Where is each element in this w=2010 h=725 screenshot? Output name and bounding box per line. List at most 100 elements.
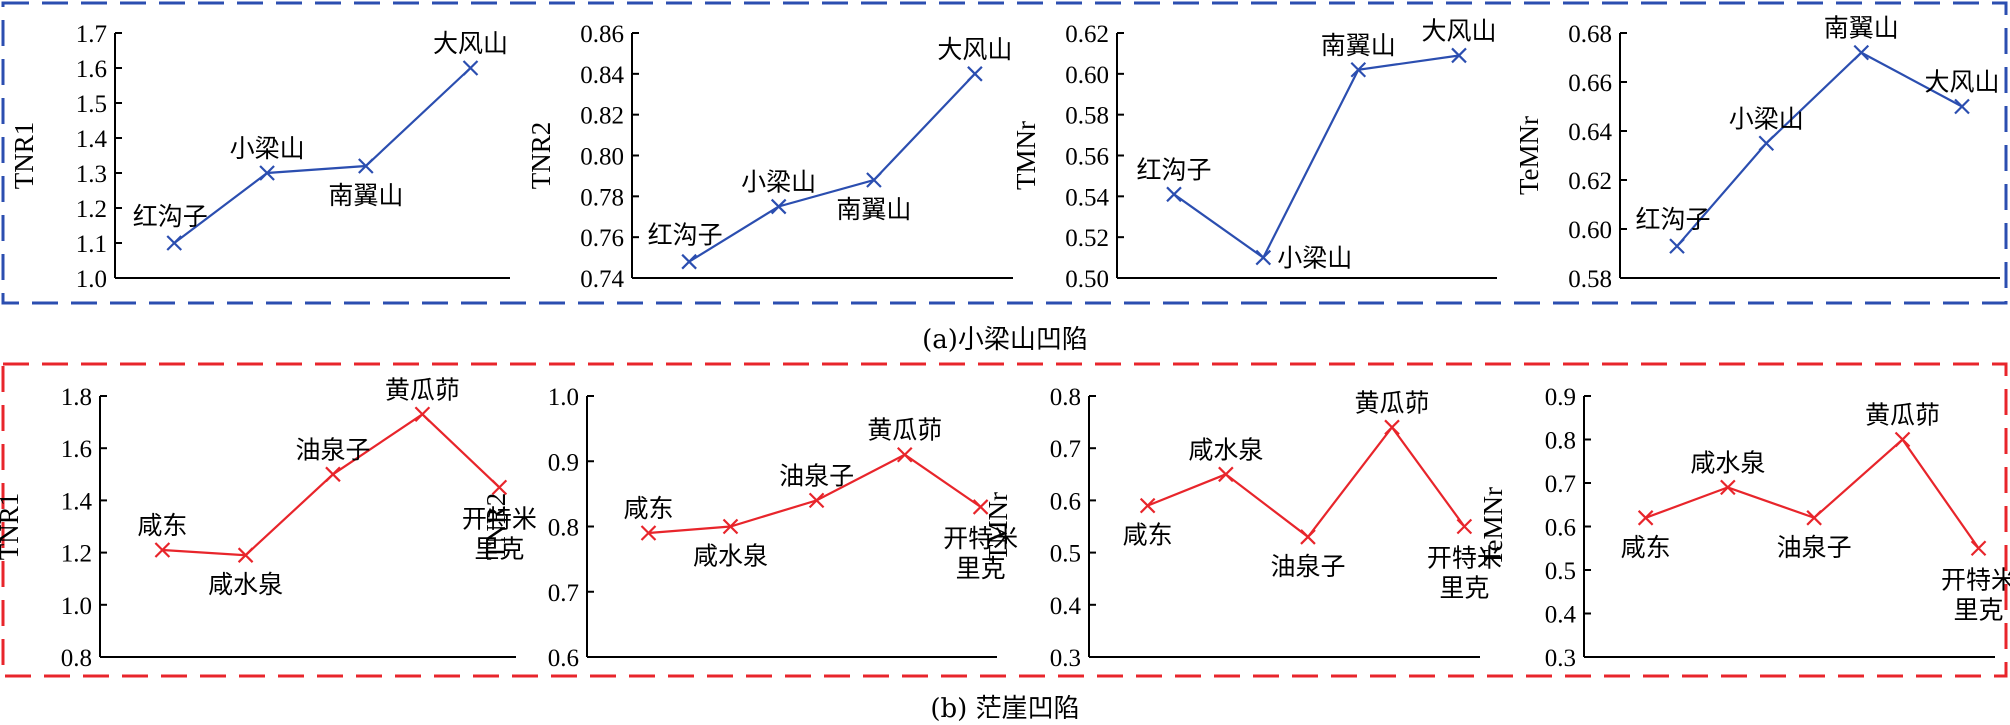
data-point-label: 咸东 <box>1123 521 1173 550</box>
y-tick-label: 0.50 <box>1065 266 1109 293</box>
data-point-marker <box>640 525 657 541</box>
data-point-label: 咸东 <box>623 494 673 523</box>
y-axis-label: TNR1 <box>9 122 39 190</box>
y-tick-label: 1.6 <box>76 56 107 83</box>
y-tick-label: 0.8 <box>1545 428 1576 455</box>
panel-a-border <box>1 1 2008 305</box>
y-tick-label: 0.60 <box>1568 217 1612 244</box>
y-axis-label: TMNr <box>983 492 1013 561</box>
data-point-label: 咸水泉 <box>1188 435 1263 464</box>
data-point-marker <box>166 235 183 251</box>
data-point-label: 里克 <box>1439 574 1489 603</box>
data-point-label: 红沟子 <box>1136 155 1211 184</box>
data-point-label: 油泉子 <box>1777 533 1852 562</box>
data-point-label: 里克 <box>474 534 524 563</box>
data-point-label: 里克 <box>956 554 1006 583</box>
data-point-label: 小梁山 <box>230 134 305 163</box>
y-tick-label: 0.4 <box>1545 602 1577 629</box>
data-point-marker <box>1139 497 1156 514</box>
data-point-marker <box>1954 98 1970 115</box>
data-point-marker <box>896 446 913 463</box>
data-point-label: 开特米 <box>1941 565 2010 594</box>
data-point-label: 大风山 <box>937 35 1012 64</box>
chart-4: 0.58 0.60 0.62 0.64 0.66 0.68 TeMNr 红沟子 小梁山 南翼山大风… <box>1514 14 2000 293</box>
data-point-marker <box>1456 518 1473 535</box>
data-point-marker <box>259 165 275 181</box>
data-point-marker <box>237 547 254 563</box>
data-point-marker <box>462 60 479 76</box>
y-axis-label: TNR2 <box>481 493 511 561</box>
data-point-marker <box>967 66 983 82</box>
y-tick-label: 0.58 <box>1065 103 1109 130</box>
y-tick-label: 0.62 <box>1568 168 1612 195</box>
y-tick-label: 0.74 <box>580 266 624 293</box>
data-point-marker <box>1853 44 1870 61</box>
y-tick-label: 0.3 <box>1050 645 1081 672</box>
data-point-label: 咸东 <box>137 511 187 540</box>
data-point-marker <box>722 518 739 535</box>
data-point-marker <box>681 253 697 270</box>
data-point-marker <box>1218 466 1234 483</box>
series-line <box>173 67 472 244</box>
y-tick-label: 0.5 <box>1050 541 1081 568</box>
data-point-marker <box>808 492 825 509</box>
data-point-label: 黄瓜茆 <box>1355 388 1430 417</box>
data-point-label: 黄瓜茆 <box>1865 401 1940 430</box>
data-point-marker <box>1451 47 1467 64</box>
y-tick-label: 0.5 <box>1545 558 1576 585</box>
data-point-label: 红沟子 <box>133 202 208 231</box>
y-axis-label: TMNr <box>1011 121 1041 190</box>
y-tick-label: 1.0 <box>76 266 107 293</box>
y-tick-label: 0.62 <box>1065 21 1109 48</box>
data-point-label: 红沟子 <box>648 221 723 250</box>
data-point-marker <box>972 499 989 515</box>
series-line <box>688 73 976 263</box>
data-point-marker <box>1637 510 1654 526</box>
y-tick-label: 1.8 <box>61 384 92 411</box>
data-point-label: 南翼山 <box>1824 14 1899 43</box>
y-tick-label: 0.56 <box>1065 144 1109 171</box>
y-tick-label: 0.58 <box>1568 266 1612 293</box>
y-tick-label: 1.4 <box>61 488 93 515</box>
data-point-label: 黄瓜茆 <box>867 416 942 445</box>
y-tick-label: 0.7 <box>548 580 579 607</box>
data-point-marker <box>154 542 171 558</box>
y-tick-label: 0.80 <box>580 144 624 171</box>
data-point-label: 大风山 <box>1421 16 1496 45</box>
y-tick-label: 0.8 <box>1050 384 1081 411</box>
y-tick-label: 1.6 <box>61 436 92 463</box>
y-tick-label: 0.54 <box>1065 184 1109 211</box>
y-tick-label: 0.82 <box>580 103 624 130</box>
data-point-label: 咸东 <box>1621 533 1671 562</box>
y-tick-label: 0.8 <box>61 645 92 672</box>
data-point-label: 南翼山 <box>328 181 403 210</box>
data-point-label: 开特米 <box>943 524 1018 553</box>
data-point-label: 南翼山 <box>836 195 911 224</box>
y-tick-label: 0.3 <box>1545 645 1576 672</box>
data-point-label: 咸水泉 <box>208 570 283 599</box>
y-tick-label: 0.9 <box>548 449 579 476</box>
data-point-label: 南翼山 <box>1321 31 1396 60</box>
data-point-label: 开特米 <box>462 504 537 533</box>
data-point-marker <box>1970 540 1987 557</box>
data-point-label: 大风山 <box>1924 68 1999 97</box>
data-point-marker <box>358 158 374 174</box>
chart-2: 0.74 0.76 0.78 0.80 0.82 0.84 0.86 TNR2 红沟子小梁山南翼… <box>526 21 1013 293</box>
y-tick-label: 0.6 <box>1545 515 1576 542</box>
y-axis-label: TNR2 <box>526 122 556 190</box>
y-tick-label: 0.7 <box>1050 436 1081 463</box>
data-point-label: 小梁山 <box>1277 244 1352 273</box>
y-tick-label: 0.84 <box>580 62 624 89</box>
y-tick-label: 0.8 <box>548 515 579 542</box>
y-tick-label: 0.6 <box>548 645 579 672</box>
y-axis-label: TeMNr <box>1514 116 1544 195</box>
data-point-label: 黄瓜茆 <box>385 375 460 404</box>
data-point-marker <box>1758 135 1775 152</box>
y-tick-label: 1.3 <box>76 161 107 188</box>
y-axis-label: TeMNr <box>1478 487 1508 566</box>
data-point-marker <box>1350 61 1367 78</box>
